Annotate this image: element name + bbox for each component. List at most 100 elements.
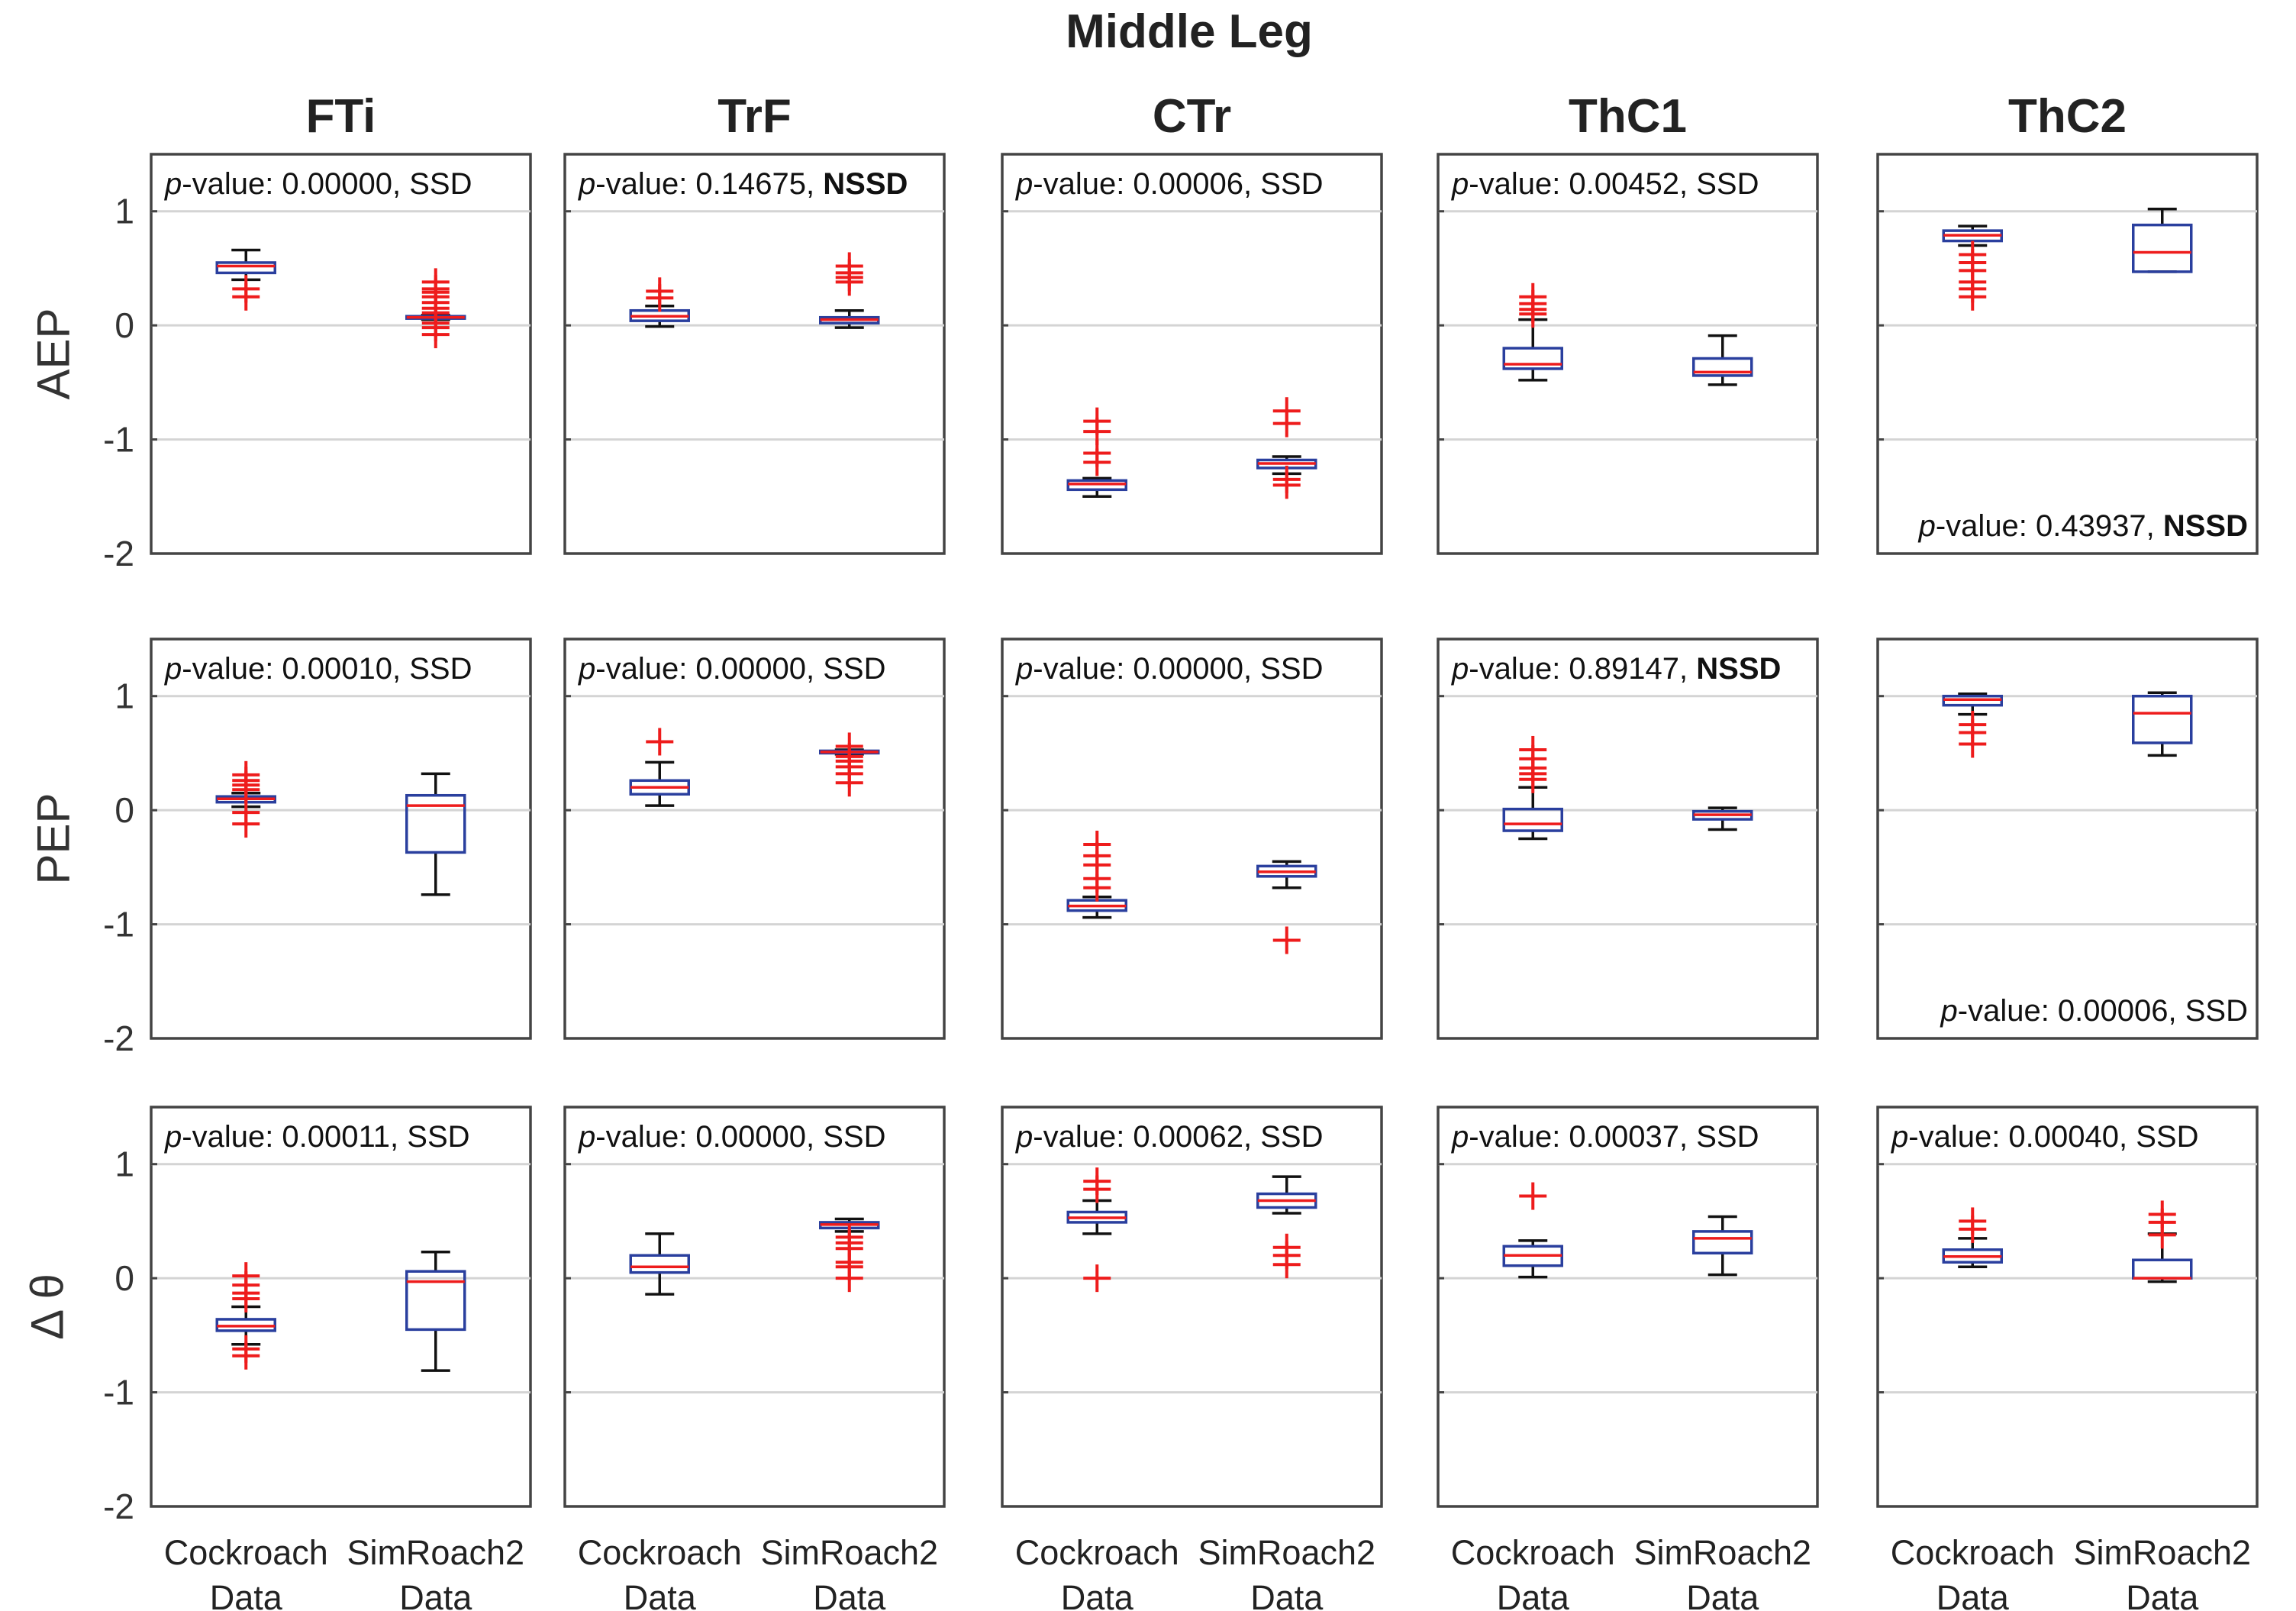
x-category-label: Data: [624, 1578, 697, 1611]
panel-frame: [563, 153, 946, 555]
panel-ctr-0: p-value: 0.00006, SSD: [1001, 153, 1383, 555]
outlier-marker: [835, 1264, 863, 1293]
box-cockroach: [215, 760, 276, 838]
x-category-label: SimRoach2: [760, 1533, 938, 1572]
outlier-marker: [1519, 300, 1547, 328]
box-simroach2: [2132, 691, 2193, 757]
y-tick-label: 1: [114, 192, 134, 231]
x-category-label: Data: [210, 1578, 283, 1611]
box-cockroach: [1066, 407, 1127, 499]
x-category-label: Data: [1061, 1578, 1134, 1611]
y-tick-label: -2: [103, 1019, 134, 1058]
x-category-label: Cockroach: [578, 1533, 742, 1572]
panel-frame: [150, 153, 532, 555]
box-cockroach: [1066, 830, 1127, 919]
box-simroach2: [405, 1251, 466, 1372]
p-value-annotation: p-value: 0.89147, NSSD: [1451, 652, 1781, 686]
outlier-marker: [232, 810, 260, 838]
box-simroach2: [2132, 1200, 2193, 1283]
outlier-marker: [1272, 1251, 1301, 1279]
panel-frame: [1437, 1106, 1819, 1508]
box-cockroach: [1942, 1207, 2003, 1268]
p-value-annotation: p-value: 0.00040, SSD: [1891, 1120, 2199, 1154]
x-category-label: Data: [399, 1578, 472, 1611]
y-tick-label: 1: [114, 676, 134, 716]
panel-thc2-0: p-value: 0.43937, NSSD: [1876, 153, 2259, 555]
outlier-marker: [1272, 409, 1301, 437]
iqr-box: [2132, 694, 2193, 744]
panel-frame: [563, 638, 946, 1040]
outlier-marker: [1083, 873, 1111, 902]
y-tick-label: 0: [114, 790, 134, 830]
iqr-box: [405, 1270, 466, 1332]
box-simroach2: [1692, 806, 1753, 831]
panel-ctr-2: p-value: 0.00062, SSD Cockroach Data SimRoa…: [1001, 1106, 1383, 1611]
p-value-annotation: p-value: 0.00452, SSD: [1451, 167, 1759, 201]
p-value-annotation: p-value: 0.00000, SSD: [1015, 652, 1324, 686]
y-tick-label: -1: [103, 420, 134, 460]
outlier-marker: [1959, 1215, 1987, 1243]
panel-frame: [1876, 153, 2259, 555]
row-label-2: Δ θ: [22, 1274, 73, 1340]
iqr-box: [1692, 1230, 1753, 1255]
outlier-marker: [1959, 282, 1987, 311]
outlier-marker: [1272, 926, 1301, 954]
panel-fti-0: 1 0 -1 -2 p-value: 0.00000, SSD: [103, 153, 532, 573]
y-tick-label: 1: [114, 1144, 134, 1184]
x-category-label: Data: [2126, 1578, 2199, 1611]
outlier-marker: [232, 1341, 260, 1370]
x-category-label: SimRoach2: [1198, 1533, 1375, 1572]
box-cockroach: [629, 1232, 690, 1296]
p-value-annotation: p-value: 0.00000, SSD: [164, 167, 472, 201]
iqr-box: [215, 261, 276, 275]
box-cockroach: [215, 1262, 276, 1370]
box-simroach2: [2132, 207, 2193, 273]
box-cockroach: [1942, 692, 2003, 758]
x-category-label: Cockroach: [1451, 1533, 1615, 1572]
p-value-annotation: p-value: 0.14675, NSSD: [578, 167, 908, 201]
box-simroach2: [819, 732, 880, 797]
box-simroach2: [1692, 1215, 1753, 1277]
column-title-thc2: ThC2: [2008, 90, 2127, 143]
outlier-marker: [835, 268, 863, 296]
iqr-box: [1502, 807, 1563, 832]
panel-frame: [150, 638, 532, 1040]
p-value-annotation: p-value: 0.00037, SSD: [1451, 1120, 1759, 1154]
p-value-annotation: p-value: 0.00011, SSD: [164, 1120, 470, 1154]
box-simroach2: [1256, 1175, 1317, 1279]
y-tick-label: -1: [103, 1373, 134, 1412]
box-simroach2: [1256, 860, 1317, 954]
x-category-label: SimRoach2: [1633, 1533, 1811, 1572]
outlier-marker: [232, 1285, 260, 1313]
box-simroach2: [405, 772, 466, 896]
column-title-fti: FTi: [306, 90, 376, 143]
outlier-marker: [1272, 471, 1301, 499]
p-value-annotation: p-value: 0.00006, SSD: [1940, 994, 2249, 1028]
panel-trf-0: p-value: 0.14675, NSSD: [563, 153, 946, 555]
panel-frame: [1001, 1106, 1383, 1508]
box-cockroach: [1502, 282, 1563, 382]
p-value-annotation: p-value: 0.00062, SSD: [1015, 1120, 1324, 1154]
panel-trf-2: p-value: 0.00000, SSD Cockroach Data SimRoa…: [563, 1106, 946, 1611]
box-simroach2: [819, 1217, 880, 1293]
x-category-label: SimRoach2: [347, 1533, 524, 1572]
panel-frame: [563, 1106, 946, 1508]
panel-thc1-1: p-value: 0.89147, NSSD: [1437, 638, 1819, 1040]
x-category-label: Data: [813, 1578, 886, 1611]
iqr-box: [2132, 223, 2193, 273]
panel-thc1-0: p-value: 0.00452, SSD: [1437, 153, 1819, 555]
box-cockroach: [629, 728, 690, 807]
panel-fti-2: 1 0 -1 -2 p-value: 0.00011, SSD Cockroach Data…: [103, 1106, 532, 1611]
row-label-0: AEP: [28, 308, 79, 399]
column-title-trf: TrF: [718, 90, 791, 143]
box-cockroach: [1942, 224, 2003, 311]
outlier-marker: [1083, 448, 1111, 476]
panel-frame: [1437, 638, 1819, 1040]
x-category-label: Data: [1936, 1578, 2010, 1611]
panel-thc1-2: p-value: 0.00037, SSD Cockroach Data SimRoa…: [1437, 1106, 1819, 1611]
outlier-marker: [1519, 1182, 1547, 1210]
panel-ctr-1: p-value: 0.00000, SSD: [1001, 638, 1383, 1040]
iqr-box: [1692, 357, 1753, 377]
column-title-ctr: CTr: [1153, 90, 1231, 143]
